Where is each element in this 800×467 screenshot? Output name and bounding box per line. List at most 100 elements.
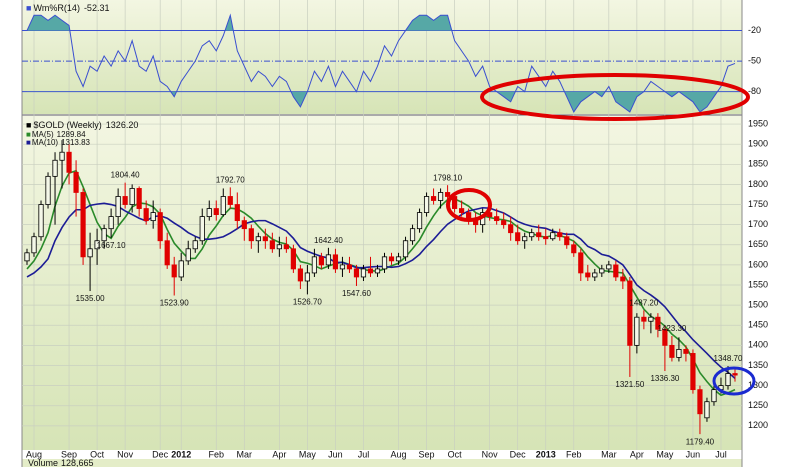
candle-body (508, 224, 514, 234)
y-tick-label: 1350 (748, 360, 768, 370)
candle-body (73, 171, 79, 193)
candle-body (178, 260, 184, 278)
candle-body (606, 264, 612, 270)
price-legend: ■ $GOLD (Weekly) 1326.20 (26, 120, 138, 130)
candle-body (213, 208, 219, 215)
x-tick-label: 2012 (171, 449, 191, 459)
price-annotation: 1423.30 (657, 324, 686, 333)
y-tick-label: 1400 (748, 340, 768, 350)
candle-body (662, 328, 668, 346)
legend-swatch: ■ (26, 138, 31, 147)
candle-body (185, 248, 191, 262)
candle-body (311, 256, 318, 274)
x-tick-label: Sep (419, 449, 435, 459)
legend-swatch: ■ (26, 3, 31, 13)
candle-body (227, 196, 233, 205)
y-tick-label: 1750 (748, 199, 768, 209)
indicator-legend: ■ Wm%R(14) -52.31 (26, 3, 109, 13)
price-annotation: 1321.50 (615, 380, 644, 389)
candle-body (45, 175, 51, 205)
candle-body (136, 188, 142, 209)
price-annotation: 1526.70 (293, 297, 322, 306)
legend-label: MA(10) (32, 138, 59, 147)
price-annotation: 1798.10 (433, 173, 462, 182)
candle-body (676, 348, 682, 358)
y-tick-label: -80 (748, 86, 761, 96)
candle-body (704, 401, 710, 419)
ma5-legend: ■MA(5) 1289.84 (26, 130, 86, 139)
highlight-ellipse (712, 366, 756, 396)
x-tick-label: Jun (328, 449, 343, 459)
x-tick-label: Jul (358, 449, 370, 459)
y-tick-label: 1250 (748, 400, 768, 410)
ma10-legend: ■MA(10) 1313.83 (26, 138, 91, 147)
candle-body (423, 196, 430, 213)
candle-body (381, 256, 388, 270)
candle-body (220, 196, 226, 215)
indicator-title: Wm%R(14) (33, 3, 80, 13)
candle-body (122, 196, 128, 205)
y-tick-label: 1900 (748, 139, 768, 149)
x-tick-label: Mar (237, 449, 253, 459)
candle-body (353, 268, 360, 278)
price-title: $GOLD (Weekly) (33, 120, 101, 130)
price-annotation: 1642.40 (314, 236, 343, 245)
x-tick-label: Dec (510, 449, 527, 459)
y-tick-label: 1200 (748, 420, 768, 430)
legend-last: 1313.83 (61, 138, 90, 147)
legend-last: 1289.84 (57, 130, 86, 139)
y-tick-label: 1950 (748, 118, 768, 128)
candle-body (564, 236, 570, 246)
legend-swatch: ■ (26, 120, 31, 130)
candle-body (101, 228, 107, 242)
candle-body (374, 268, 381, 274)
volume-label: Volume (28, 458, 58, 467)
price-last: 1326.20 (106, 120, 139, 130)
candle-body (192, 240, 198, 250)
candle-body (599, 268, 605, 274)
plot-layer: Aug Sep Oct Nov Dec 2012 Feb Mar Apr May Jun Jul Aug… (22, 0, 768, 459)
candle-body (318, 256, 325, 266)
price-annotation: 1535.00 (76, 294, 105, 303)
indicator-line (26, 13, 736, 113)
candle-body (725, 373, 731, 387)
price-panel (22, 116, 742, 450)
candle-body (550, 232, 556, 240)
candle-body (627, 280, 633, 346)
candle-body (416, 212, 423, 230)
price-annotation: 1523.90 (160, 299, 189, 308)
candle-body (690, 353, 696, 391)
candle-body (206, 208, 212, 218)
x-tick-label: Aug (391, 449, 407, 459)
highlight-ellipse (446, 188, 492, 222)
candle-body (585, 272, 591, 278)
candle-body (31, 236, 37, 254)
x-tick-label: Mar (601, 449, 617, 459)
y-tick-label: 1600 (748, 259, 768, 269)
candle-body (255, 236, 261, 242)
candle-body (59, 151, 65, 161)
candle-body (571, 244, 577, 254)
candle-body (388, 256, 395, 262)
candle-body (248, 228, 254, 242)
y-tick-label: 1450 (748, 320, 768, 330)
legend-swatch: ■ (26, 130, 31, 139)
oversold-shade (170, 91, 718, 112)
candle-body (409, 228, 416, 242)
candle-body (452, 196, 458, 209)
candle-body (87, 248, 93, 258)
x-tick-label: Apr (630, 449, 644, 459)
y-tick-label: -20 (748, 25, 761, 35)
x-tick-label: Feb (209, 449, 225, 459)
candle-body (241, 220, 247, 230)
x-tick-label: Jul (715, 449, 727, 459)
candle-body (494, 216, 500, 222)
candle-body (459, 208, 465, 213)
candle-body (683, 348, 689, 354)
y-tick-label: 1500 (748, 300, 768, 310)
candle-body (80, 192, 86, 258)
candle-body (304, 272, 310, 282)
x-tick-label: Nov (117, 449, 134, 459)
candle-body (150, 212, 156, 222)
price-annotation: 1487.20 (629, 298, 658, 307)
